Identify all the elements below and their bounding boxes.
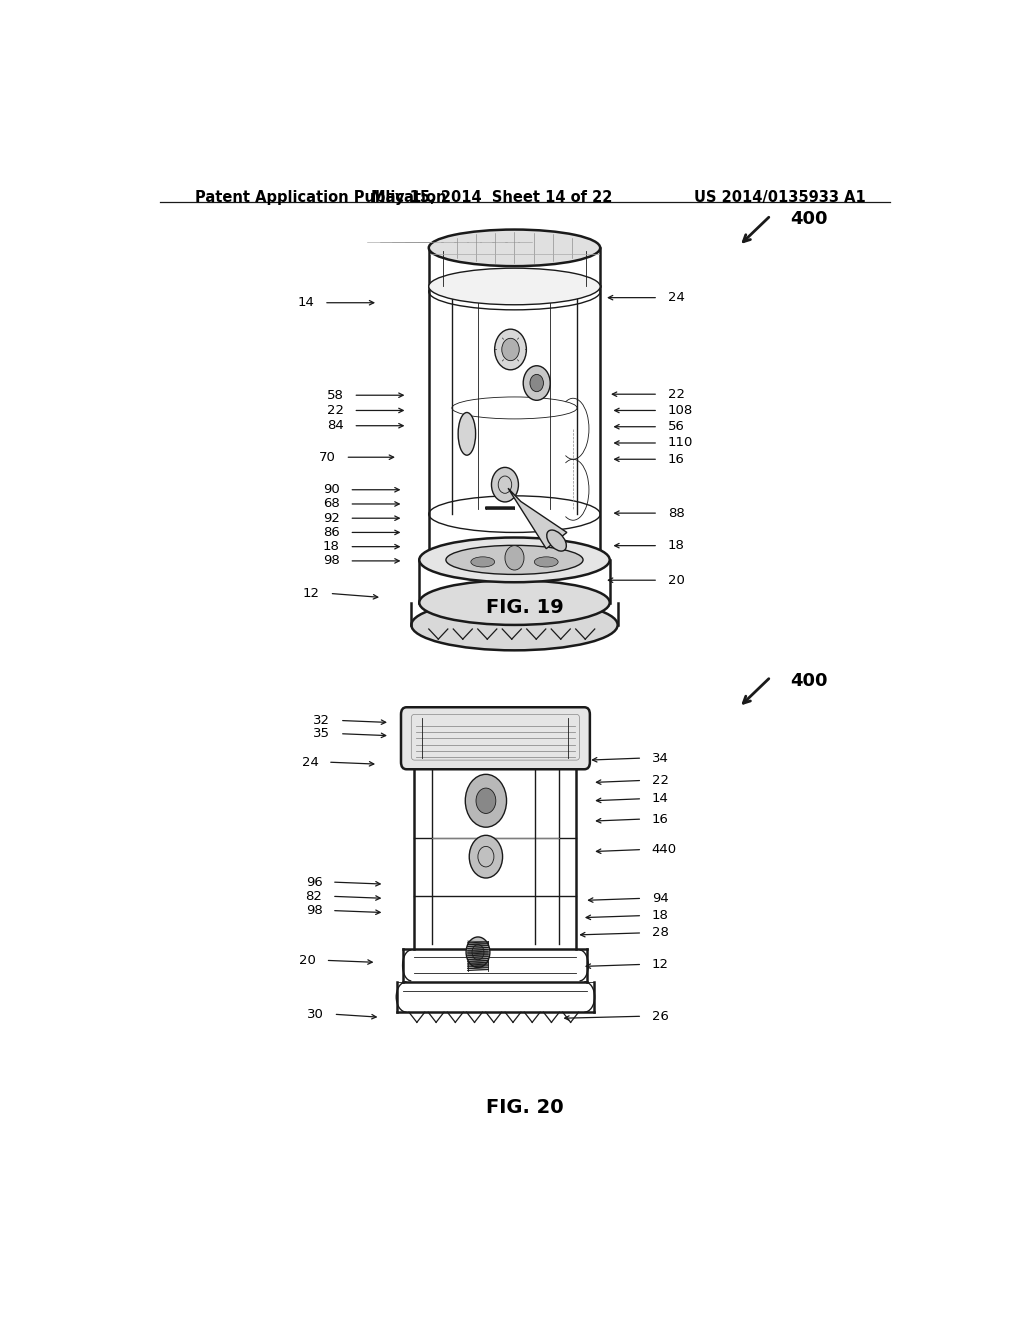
Text: 20: 20	[668, 574, 684, 586]
Text: 82: 82	[305, 890, 323, 903]
Text: 24: 24	[302, 755, 318, 768]
Text: 30: 30	[307, 1007, 324, 1020]
Text: 440: 440	[652, 843, 677, 857]
Text: 96: 96	[306, 875, 323, 888]
Text: 400: 400	[791, 210, 828, 228]
Circle shape	[469, 836, 503, 878]
Text: 16: 16	[668, 453, 684, 466]
Text: Patent Application Publication: Patent Application Publication	[196, 190, 446, 206]
Circle shape	[502, 338, 519, 360]
Text: 12: 12	[303, 587, 321, 599]
Ellipse shape	[412, 599, 617, 651]
Text: 90: 90	[324, 483, 340, 496]
Text: May 15, 2014  Sheet 14 of 22: May 15, 2014 Sheet 14 of 22	[371, 190, 612, 206]
Text: 34: 34	[652, 751, 669, 764]
Text: 56: 56	[668, 420, 684, 433]
Polygon shape	[508, 488, 567, 549]
Ellipse shape	[547, 531, 566, 552]
Text: FIG. 20: FIG. 20	[486, 1098, 563, 1117]
Circle shape	[466, 937, 489, 968]
Circle shape	[465, 775, 507, 828]
Text: 88: 88	[668, 507, 684, 520]
Ellipse shape	[445, 545, 583, 574]
Circle shape	[523, 366, 550, 400]
Ellipse shape	[471, 557, 495, 568]
Text: 14: 14	[652, 792, 669, 805]
Circle shape	[505, 545, 524, 570]
Text: FIG. 19: FIG. 19	[486, 598, 563, 618]
Text: 32: 32	[313, 714, 331, 727]
Text: 12: 12	[652, 958, 669, 972]
Text: 68: 68	[324, 498, 340, 511]
Text: 18: 18	[323, 540, 340, 553]
Ellipse shape	[419, 581, 609, 624]
Text: 26: 26	[652, 1010, 669, 1023]
Ellipse shape	[429, 230, 600, 267]
Text: 98: 98	[324, 554, 340, 568]
Circle shape	[476, 788, 496, 813]
Circle shape	[492, 467, 518, 502]
Text: 18: 18	[652, 909, 669, 923]
Text: 20: 20	[299, 954, 316, 966]
Text: 14: 14	[298, 296, 314, 309]
Text: 28: 28	[652, 927, 669, 940]
Text: 400: 400	[791, 672, 828, 690]
Text: 92: 92	[323, 512, 340, 525]
Ellipse shape	[535, 557, 558, 568]
Circle shape	[530, 375, 544, 392]
Ellipse shape	[419, 537, 609, 582]
Text: 94: 94	[652, 892, 669, 904]
Ellipse shape	[458, 413, 475, 455]
Text: US 2014/0135933 A1: US 2014/0135933 A1	[694, 190, 866, 206]
Text: 70: 70	[319, 450, 336, 463]
FancyBboxPatch shape	[401, 708, 590, 770]
Text: 22: 22	[652, 774, 669, 787]
Text: 24: 24	[668, 292, 684, 304]
Text: 110: 110	[668, 437, 693, 450]
Text: 16: 16	[652, 813, 669, 825]
Text: 98: 98	[306, 904, 323, 917]
Text: 35: 35	[313, 727, 331, 741]
Ellipse shape	[429, 268, 600, 305]
Text: 22: 22	[327, 404, 344, 417]
Text: 58: 58	[327, 388, 344, 401]
Text: 108: 108	[668, 404, 693, 417]
Circle shape	[495, 329, 526, 370]
Text: 18: 18	[668, 539, 684, 552]
Text: 22: 22	[668, 388, 685, 401]
Text: 86: 86	[324, 525, 340, 539]
Text: 84: 84	[327, 420, 344, 432]
